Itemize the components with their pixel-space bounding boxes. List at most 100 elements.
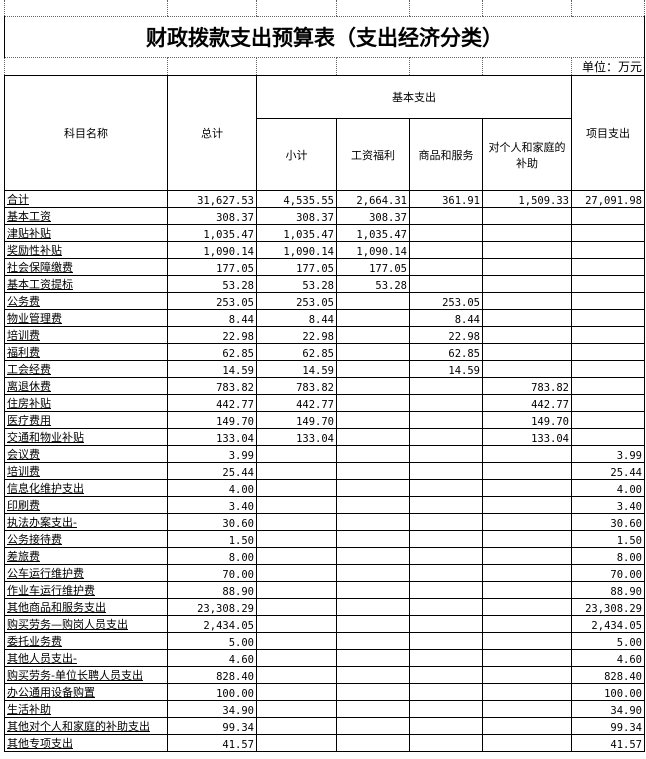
cell-salary xyxy=(336,530,410,548)
table-row: 社会保障缴费 177.05 177.05 177.05 xyxy=(4,258,645,276)
cell-row-name: 委托业务费 xyxy=(4,632,168,650)
cell-total: 25.44 xyxy=(167,462,257,480)
cell-goods xyxy=(409,666,483,684)
cell-personal xyxy=(482,496,572,514)
table-row: 作业车运行维护费 88.90 88.90 xyxy=(4,581,645,599)
table-row: 其他专项支出 41.57 41.57 xyxy=(4,734,645,752)
cell-goods xyxy=(409,496,483,514)
cell-goods: 22.98 xyxy=(409,326,483,344)
cell-goods xyxy=(409,428,483,446)
cell-project xyxy=(571,360,645,378)
cell-project xyxy=(571,241,645,259)
cell-total: 2,434.05 xyxy=(167,615,257,633)
cell-personal xyxy=(482,309,572,327)
cell-total: 442.77 xyxy=(167,394,257,412)
cell-project: 30.60 xyxy=(571,513,645,531)
cell-project xyxy=(571,275,645,293)
cell-project xyxy=(571,411,645,429)
cell-total: 1.50 xyxy=(167,530,257,548)
cell-personal xyxy=(482,224,572,242)
cell-personal xyxy=(482,241,572,259)
cell-personal xyxy=(482,564,572,582)
unit-label: 单位：万元 xyxy=(571,57,645,76)
table-row: 会议费 3.99 3.99 xyxy=(4,445,645,463)
cell-row-name: 住房补贴 xyxy=(4,394,168,412)
cell-subtotal: 253.05 xyxy=(256,292,337,310)
cell-project: 4.00 xyxy=(571,479,645,497)
header-name: 科目名称 xyxy=(4,75,168,191)
cell-salary xyxy=(336,326,410,344)
cell-total: 88.90 xyxy=(167,581,257,599)
cell-total: 4.60 xyxy=(167,649,257,667)
cell-personal xyxy=(482,547,572,565)
cell-subtotal xyxy=(256,717,337,735)
cell-personal xyxy=(482,632,572,650)
cell-total: 14.59 xyxy=(167,360,257,378)
cell-salary: 177.05 xyxy=(336,258,410,276)
cell-row-name: 合计 xyxy=(4,190,168,208)
cell-subtotal: 8.44 xyxy=(256,309,337,327)
header-salary: 工资福利 xyxy=(336,118,410,191)
cell-personal xyxy=(482,666,572,684)
cell-salary: 308.37 xyxy=(336,207,410,225)
cell-personal xyxy=(482,445,572,463)
cell-subtotal: 1,090.14 xyxy=(256,241,337,259)
cell-salary xyxy=(336,666,410,684)
cell-salary xyxy=(336,649,410,667)
cell-goods xyxy=(409,615,483,633)
cell-subtotal: 4,535.55 xyxy=(256,190,337,208)
table-row: 办公通用设备购置 100.00 100.00 xyxy=(4,683,645,701)
cell-goods xyxy=(409,547,483,565)
cell-goods xyxy=(409,462,483,480)
table-row: 委托业务费 5.00 5.00 xyxy=(4,632,645,650)
cell-salary xyxy=(336,632,410,650)
table-row: 差旅费 8.00 8.00 xyxy=(4,547,645,565)
cell-total: 5.00 xyxy=(167,632,257,650)
cell-goods xyxy=(409,513,483,531)
cell-subtotal xyxy=(256,700,337,718)
cell-project xyxy=(571,224,645,242)
cell-personal xyxy=(482,649,572,667)
cell-goods xyxy=(409,683,483,701)
table-row: 奖励性补贴 1,090.14 1,090.14 1,090.14 xyxy=(4,241,645,259)
cell-row-name: 差旅费 xyxy=(4,547,168,565)
cell-personal xyxy=(482,479,572,497)
cell-salary xyxy=(336,445,410,463)
table-row: 工会经费 14.59 14.59 14.59 xyxy=(4,360,645,378)
cell-total: 4.00 xyxy=(167,479,257,497)
cell-personal xyxy=(482,581,572,599)
cell-total: 22.98 xyxy=(167,326,257,344)
cell-row-name: 公车运行维护费 xyxy=(4,564,168,582)
cell-total: 99.34 xyxy=(167,717,257,735)
cell-row-name: 培训费 xyxy=(4,326,168,344)
cell-project xyxy=(571,343,645,361)
cell-personal xyxy=(482,275,572,293)
cell-project: 70.00 xyxy=(571,564,645,582)
cell-goods xyxy=(409,717,483,735)
cell-salary xyxy=(336,683,410,701)
cell-subtotal: 149.70 xyxy=(256,411,337,429)
table-row: 购买劳务—购岗人员支出 2,434.05 2,434.05 xyxy=(4,615,645,633)
table-row: 执法办案支出- 30.60 30.60 xyxy=(4,513,645,531)
cell-personal: 1,509.33 xyxy=(482,190,572,208)
header-personal: 对个人和家庭的补助 xyxy=(482,118,572,191)
cell-personal: 149.70 xyxy=(482,411,572,429)
cell-row-name: 作业车运行维护费 xyxy=(4,581,168,599)
table-row: 交通和物业补贴 133.04 133.04 133.04 xyxy=(4,428,645,446)
cell-personal xyxy=(482,513,572,531)
table-row: 医疗费用 149.70 149.70 149.70 xyxy=(4,411,645,429)
cell-project: 3.99 xyxy=(571,445,645,463)
cell-subtotal xyxy=(256,564,337,582)
cell-salary xyxy=(336,428,410,446)
cell-personal xyxy=(482,360,572,378)
cell-salary xyxy=(336,700,410,718)
cell-goods xyxy=(409,700,483,718)
cell-salary xyxy=(336,564,410,582)
cell-goods xyxy=(409,479,483,497)
cell-salary xyxy=(336,598,410,616)
cell-subtotal: 133.04 xyxy=(256,428,337,446)
cell-row-name: 其他人员支出- xyxy=(4,649,168,667)
cell-project: 34.90 xyxy=(571,700,645,718)
table-row: 合计 31,627.53 4,535.55 2,664.31 361.91 1,509.3… xyxy=(4,190,645,208)
cell-goods xyxy=(409,258,483,276)
